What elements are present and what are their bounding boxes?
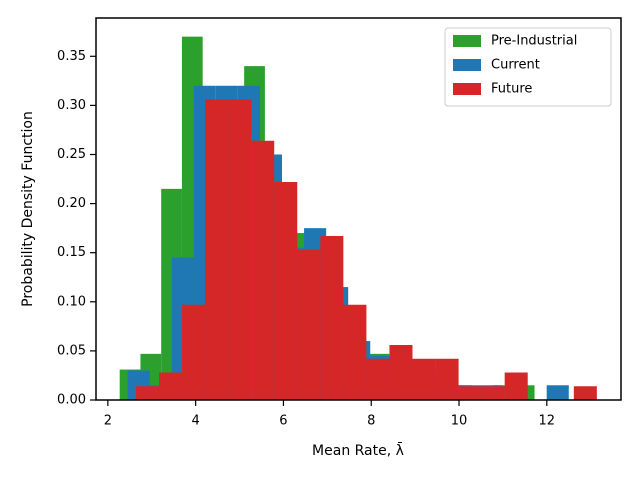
y-tick-label: 0.05 [57, 343, 86, 358]
bar [182, 304, 206, 400]
bar [274, 181, 298, 400]
bar [504, 372, 528, 400]
y-tick-label: 0.25 [57, 147, 86, 162]
series [135, 99, 597, 401]
legend-swatch [453, 83, 481, 95]
y-tick-label: 0.00 [57, 393, 86, 408]
bar [158, 372, 183, 400]
x-tick-label: 2 [104, 414, 112, 429]
x-tick-label: 6 [279, 414, 287, 429]
bar [481, 386, 505, 400]
legend: Pre-Industrial Current Future [444, 27, 612, 107]
bar [366, 358, 390, 400]
bar [435, 358, 459, 400]
legend-box [444, 27, 612, 107]
plot-frame [95, 17, 622, 401]
bar [320, 236, 344, 400]
y-tick-label: 0.20 [57, 196, 86, 211]
x-tick-label: 8 [367, 414, 375, 429]
y-tick-label: 0.15 [57, 245, 86, 260]
bar [297, 249, 321, 400]
y-tick-label: 0.35 [57, 49, 86, 64]
y-tick-label: 0.10 [57, 294, 86, 309]
legend-label: Current [491, 58, 540, 73]
x-tick-label: 12 [539, 414, 556, 429]
legend-label: Future [491, 82, 532, 97]
bar [343, 304, 367, 400]
y-axis-label: Probability Density Function [20, 111, 36, 307]
legend-label: Pre-Industrial [491, 34, 577, 49]
bar [546, 385, 569, 400]
x-tick-label: 10 [451, 414, 468, 429]
bar [135, 386, 159, 400]
bar [205, 99, 229, 401]
bar [228, 99, 252, 401]
y-tick-label: 0.30 [57, 98, 86, 113]
bar [573, 386, 597, 400]
x-axis-label: Mean Rate, λ̄ [312, 441, 404, 459]
bar [458, 386, 482, 400]
legend-swatch [453, 35, 481, 47]
bar [412, 358, 436, 400]
legend-swatch [453, 59, 481, 71]
bar [389, 345, 413, 400]
bar [251, 140, 275, 400]
x-tick-label: 4 [192, 414, 200, 429]
